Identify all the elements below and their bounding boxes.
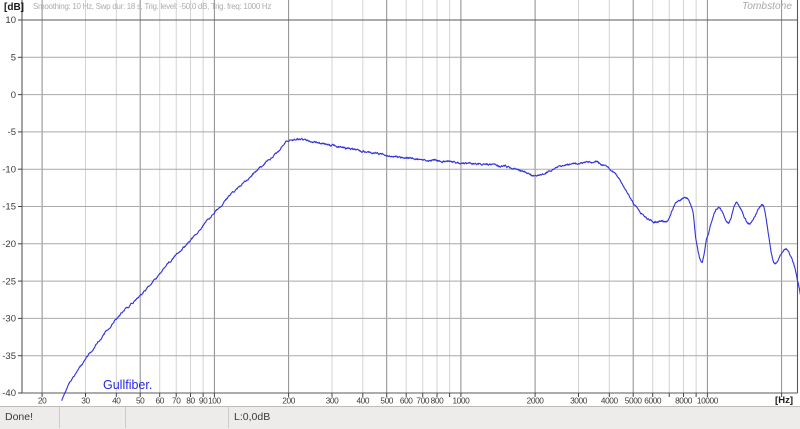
svg-text:-25: -25	[2, 276, 16, 287]
svg-text:5: 5	[11, 53, 16, 64]
svg-text:200: 200	[282, 396, 295, 406]
svg-text:2000: 2000	[527, 396, 545, 406]
svg-text:4000: 4000	[601, 396, 619, 406]
svg-text:[Hz]: [Hz]	[775, 395, 793, 406]
svg-text:10000: 10000	[697, 396, 719, 406]
svg-text:20: 20	[38, 396, 47, 406]
svg-text:5000: 5000	[625, 396, 643, 406]
svg-text:6000: 6000	[644, 396, 662, 406]
svg-text:-15: -15	[2, 202, 16, 213]
svg-text:40: 40	[112, 396, 121, 406]
svg-text:-10: -10	[2, 164, 16, 175]
svg-text:0: 0	[11, 90, 16, 101]
svg-text:80: 80	[186, 396, 195, 406]
svg-text:3000: 3000	[570, 396, 588, 406]
svg-text:-30: -30	[2, 314, 16, 325]
svg-text:10: 10	[5, 15, 16, 26]
svg-text:1000: 1000	[452, 396, 470, 406]
svg-text:100: 100	[208, 396, 221, 406]
svg-text:800: 800	[431, 396, 444, 406]
svg-text:[dB]: [dB]	[4, 2, 24, 13]
svg-text:70: 70	[172, 396, 181, 406]
svg-text:60: 60	[155, 396, 164, 406]
svg-text:90: 90	[199, 396, 208, 406]
svg-text:30: 30	[81, 396, 90, 406]
svg-text:-40: -40	[2, 388, 16, 399]
svg-text:700: 700	[416, 396, 429, 406]
svg-text:-35: -35	[2, 351, 16, 362]
svg-text:600: 600	[400, 396, 413, 406]
svg-text:Tombstone: Tombstone	[742, 1, 792, 12]
svg-text:Gullfiber.: Gullfiber.	[103, 378, 152, 392]
svg-text:Smoothing: 10 Hz, Swp dur: 18: Smoothing: 10 Hz, Swp dur: 18 s, Trig. l…	[33, 2, 271, 11]
svg-text:-20: -20	[2, 239, 16, 250]
svg-text:8000: 8000	[675, 396, 693, 406]
svg-text:500: 500	[380, 396, 393, 406]
svg-text:-5: -5	[8, 127, 16, 138]
svg-text:400: 400	[356, 396, 369, 406]
svg-text:50: 50	[136, 396, 145, 406]
svg-text:300: 300	[326, 396, 339, 406]
